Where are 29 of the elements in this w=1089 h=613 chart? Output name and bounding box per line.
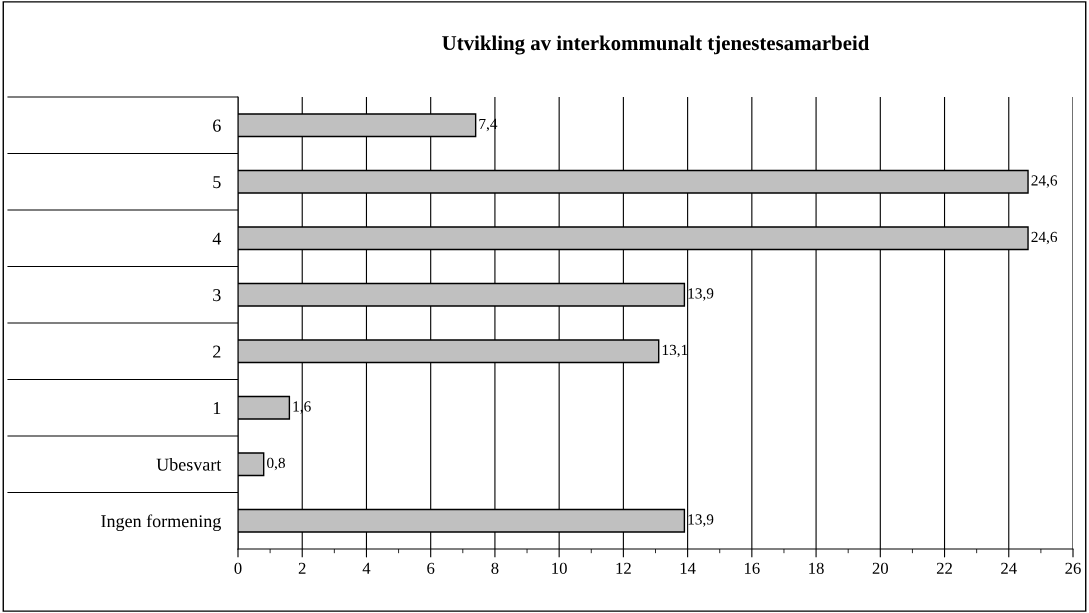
x-tick-label: 22 (936, 562, 952, 574)
x-tick-label: 20 (872, 562, 889, 574)
data-label: 0,8 (267, 457, 285, 471)
x-tick-label: 4 (362, 562, 371, 574)
y-tick-label: Ubesvart (156, 457, 222, 471)
data-label: 13,1 (662, 344, 688, 358)
x-tick-label: 6 (427, 562, 435, 574)
x-tick-label: 2 (298, 562, 306, 574)
x-tick-label: 18 (809, 562, 824, 574)
x-tick-label: 16 (744, 562, 760, 574)
x-tick-label: 14 (680, 562, 696, 574)
y-tick-label: 3 (213, 289, 221, 302)
y-tick-label: 5 (213, 176, 221, 189)
x-tick-label: 10 (552, 562, 567, 574)
y-tick-label: 4 (212, 232, 222, 245)
x-tick-label: 26 (1065, 562, 1081, 574)
x-tick-label: 12 (616, 562, 631, 574)
y-tick-label: 2 (213, 345, 221, 358)
data-label: 24,6 (1031, 175, 1058, 188)
x-tick-label: 8 (491, 562, 499, 574)
y-tick-label: 1 (213, 402, 221, 415)
data-label: 13,9 (688, 288, 714, 301)
x-tick-label: 24 (1001, 562, 1017, 574)
chart-title: Utvikling av interkommunalt tjenestesamarbeid (442, 35, 870, 55)
data-label: 24,6 (1031, 231, 1058, 245)
y-tick-label: Ingen formening (101, 514, 221, 531)
y-tick-label: 6 (213, 119, 221, 132)
x-tick-label: 0 (234, 562, 242, 574)
data-label: 13,9 (688, 514, 714, 527)
